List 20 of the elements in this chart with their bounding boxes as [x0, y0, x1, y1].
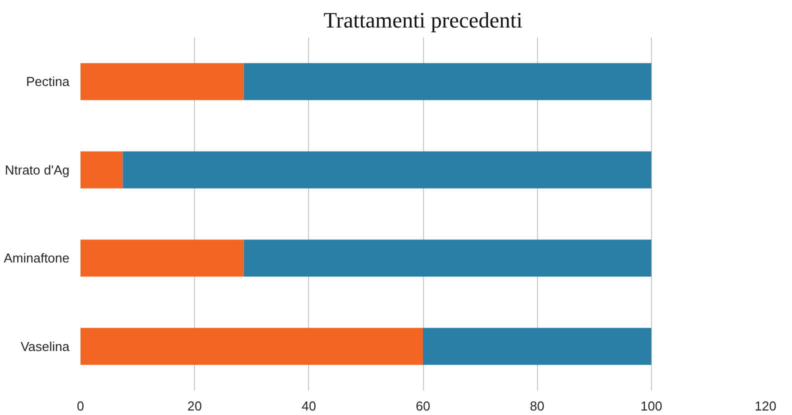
y-tick-label: Vaselina: [20, 338, 70, 354]
x-tick-label: 60: [416, 398, 430, 414]
bar: [80, 151, 123, 188]
y-tick-label: Pectina: [26, 74, 70, 90]
x-tick-label: 20: [187, 398, 202, 414]
bar: [244, 240, 652, 277]
x-tick-label: 100: [640, 398, 662, 414]
bar: [244, 63, 652, 100]
x-tick-label: 80: [530, 398, 544, 414]
bar: [80, 328, 423, 365]
bar: [80, 63, 244, 100]
bar: [122, 151, 652, 188]
x-tick-label: 40: [302, 398, 316, 414]
x-tick-label: 120: [754, 398, 776, 414]
chart-title: Trattamenti precedenti: [324, 8, 522, 32]
bar: [80, 240, 244, 277]
x-tick-label: 0: [76, 398, 84, 414]
y-tick-label: Ntrato d'Ag: [4, 162, 70, 178]
bar: [423, 328, 652, 365]
y-tick-label: Aminaftone: [4, 250, 70, 266]
